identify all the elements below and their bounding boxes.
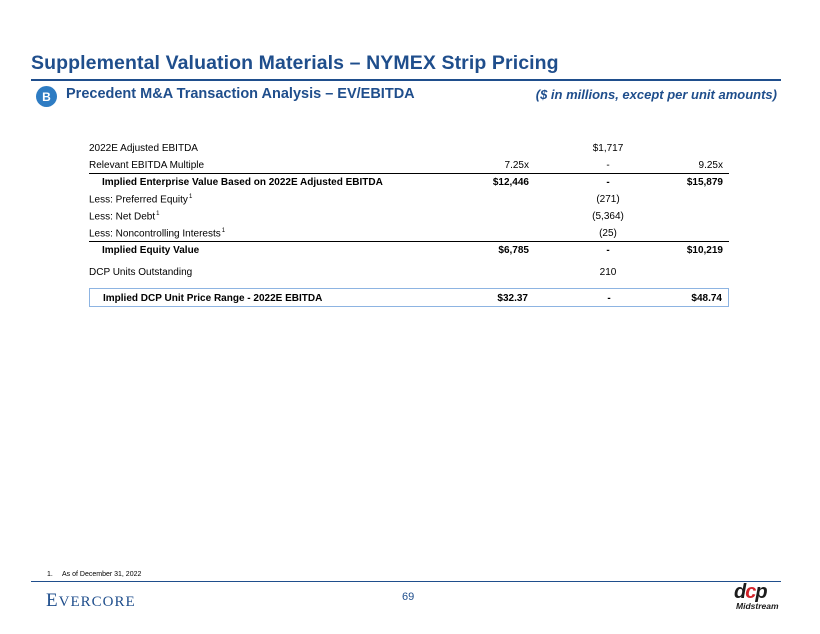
row-value-mid: (25)	[599, 228, 617, 239]
valuation-table: 2022E Adjusted EBITDA $1,717 Relevant EB…	[89, 140, 729, 307]
table-row-implied-ev: Implied Enterprise Value Based on 2022E …	[89, 174, 729, 191]
row-value-low: 7.25x	[504, 160, 529, 171]
page-title: Supplemental Valuation Materials – NYMEX…	[31, 52, 559, 74]
row-value-mid: $1,717	[592, 143, 624, 154]
footnote-text: As of December 31, 2022	[62, 571, 142, 578]
page-number: 69	[402, 591, 415, 603]
footnote-ref: 1	[156, 211, 160, 217]
row-label: Less: Noncontrolling Interests1	[89, 228, 226, 240]
row-value-mid: 210	[599, 267, 617, 278]
row-label: DCP Units Outstanding	[89, 267, 193, 278]
row-label: Less: Net Debt1	[89, 211, 160, 223]
row-label: Implied Enterprise Value Based on 2022E …	[102, 177, 383, 188]
table-row-unit-price-range: Implied DCP Unit Price Range - 2022E EBI…	[89, 288, 729, 307]
row-value-high: $15,879	[686, 177, 723, 188]
row-value-mid: -	[606, 160, 610, 171]
evercore-logo: EVERCORE	[46, 590, 136, 611]
footnote-ref: 1	[188, 194, 193, 200]
row-value-mid: -	[606, 177, 610, 188]
row-value-high: 9.25x	[698, 160, 723, 171]
units-note: ($ in millions, except per unit amounts)	[535, 87, 777, 102]
table-row-noncontrolling-interests: Less: Noncontrolling Interests1 (25)	[89, 225, 729, 242]
footnote-number: 1.	[47, 571, 53, 578]
table-row-net-debt: Less: Net Debt1 (5,364)	[89, 208, 729, 225]
table-row-ebitda-multiple: Relevant EBITDA Multiple 7.25x - 9.25x	[89, 157, 729, 174]
row-label: Implied Equity Value	[102, 245, 200, 256]
table-row-units-outstanding: DCP Units Outstanding 210	[89, 264, 729, 281]
row-value-high: $10,219	[686, 245, 723, 256]
row-value-mid: (5,364)	[592, 211, 624, 222]
row-value-low: $32.37	[497, 293, 528, 304]
footnote-ref: 1	[221, 228, 226, 234]
table-row-implied-equity-value: Implied Equity Value $6,785 - $10,219	[89, 242, 729, 259]
row-label: Implied DCP Unit Price Range - 2022E EBI…	[103, 293, 323, 304]
row-value-high: $48.74	[691, 293, 722, 304]
row-value-mid: (271)	[596, 194, 620, 205]
section-badge: B	[36, 86, 57, 107]
row-value-low: $12,446	[492, 177, 529, 188]
footer-divider	[31, 581, 781, 582]
title-divider	[31, 79, 781, 81]
row-label: Less: Preferred Equity1	[89, 194, 193, 206]
section-title: Precedent M&A Transaction Analysis – EV/…	[66, 86, 415, 102]
dcp-midstream-logo: dcp Midstream	[734, 581, 779, 611]
table-row-adjusted-ebitda: 2022E Adjusted EBITDA $1,717	[89, 140, 729, 157]
row-label: Relevant EBITDA Multiple	[89, 160, 205, 171]
footnote: 1. As of December 31, 2022	[47, 571, 141, 578]
row-value-low: $6,785	[498, 245, 529, 256]
row-label: 2022E Adjusted EBITDA	[89, 143, 198, 154]
row-value-mid: -	[606, 245, 610, 256]
row-value-mid: -	[607, 293, 611, 304]
table-row-preferred-equity: Less: Preferred Equity1 (271)	[89, 191, 729, 208]
